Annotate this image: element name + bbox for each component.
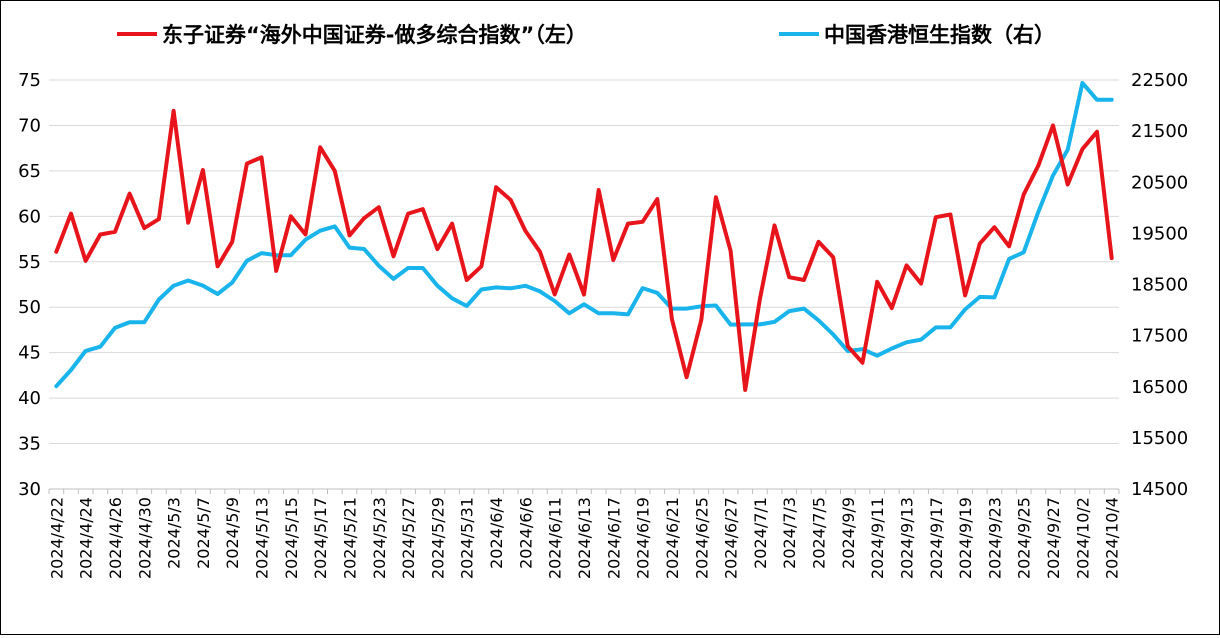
y-right-tick-label: 16500 (1131, 377, 1188, 398)
x-tick-label: 2024/7/5 (810, 497, 829, 569)
x-tick-label: 2024/9/13 (897, 497, 916, 579)
y-left-tick-label: 55 (18, 252, 41, 273)
x-tick-label: 2024/9/23 (985, 497, 1004, 579)
x-tick-label: 2024/5/7 (194, 497, 213, 569)
y-right-tick-label: 22500 (1131, 70, 1188, 91)
left-y-axis: 30 35 40 45 50 55 60 65 70 75 (18, 70, 41, 500)
x-tick-label: 2024/9/11 (868, 497, 887, 579)
y-right-tick-label: 19500 (1131, 223, 1188, 244)
x-tick-label: 2024/6/19 (634, 497, 653, 579)
y-left-tick-label: 65 (18, 161, 41, 182)
x-tick-label: 2024/5/23 (370, 497, 389, 579)
x-tick-label: 2024/6/27 (722, 497, 741, 579)
x-tick-label: 2024/7/1 (751, 497, 770, 569)
x-tick-label: 2024/5/9 (223, 497, 242, 569)
x-tick-label: 2024/4/26 (106, 497, 125, 579)
x-tick-label: 2024/4/24 (77, 497, 96, 579)
x-tick-label: 2024/6/4 (487, 497, 506, 569)
legend-label-left-series: 东子证券“海外中国证券-做多综合指数”（左） (162, 23, 587, 47)
x-axis: 2024/4/22 2024/4/24 2024/4/26 2024/4/30 2024… (47, 488, 1122, 579)
x-tick-label: 2024/6/17 (604, 497, 623, 579)
y-right-tick-label: 21500 (1131, 121, 1188, 142)
x-tick-label: 2024/7/3 (780, 497, 799, 569)
x-tick-label: 2024/5/17 (311, 497, 330, 579)
x-tick-label: 2024/4/30 (135, 497, 154, 579)
x-tick-label: 2024/5/27 (399, 497, 418, 579)
y-right-tick-label: 17500 (1131, 326, 1188, 347)
x-tick-label: 2024/5/29 (428, 497, 447, 579)
x-tick-label: 2024/5/31 (458, 497, 477, 579)
x-tick-label: 2024/6/11 (546, 497, 565, 579)
y-right-tick-label: 18500 (1131, 275, 1188, 296)
y-left-tick-label: 40 (18, 388, 41, 409)
x-tick-label: 2024/9/25 (1015, 497, 1034, 579)
right-y-axis: 14500 15500 16500 17500 18500 19500 20500 21500… (1131, 70, 1188, 500)
x-tick-label: 2024/9/9 (839, 497, 858, 569)
x-tick-label: 2024/5/3 (165, 497, 184, 569)
y-left-tick-label: 60 (18, 206, 41, 227)
y-right-tick-label: 15500 (1131, 428, 1188, 449)
x-tick-label: 2024/6/25 (692, 497, 711, 579)
x-tick-label: 2024/6/6 (516, 497, 535, 569)
y-right-tick-label: 20500 (1131, 172, 1188, 193)
x-tick-label: 2024/10/2 (1073, 497, 1092, 579)
y-left-tick-label: 75 (18, 70, 41, 91)
x-tick-label: 2024/9/19 (956, 497, 975, 579)
series-line-right (54, 80, 1114, 389)
x-tick-label: 2024/10/4 (1103, 497, 1122, 579)
y-left-tick-label: 35 (18, 434, 41, 455)
y-left-tick-label: 30 (18, 479, 41, 500)
x-tick-label: 2024/5/15 (282, 497, 301, 579)
y-left-tick-label: 70 (18, 115, 41, 136)
gridlines (49, 79, 1119, 490)
x-tick-label: 2024/9/17 (927, 497, 946, 579)
series-lines (54, 80, 1114, 392)
x-tick-label: 2024/6/13 (575, 497, 594, 579)
y-right-tick-label: 14500 (1131, 479, 1188, 500)
series-line-left (54, 108, 1114, 392)
x-tick-label: 2024/6/21 (663, 497, 682, 579)
y-left-tick-label: 45 (18, 343, 41, 364)
x-tick-label: 2024/5/21 (340, 497, 359, 579)
x-tick-label: 2024/4/22 (47, 497, 66, 579)
legend-label-right-series: 中国香港恒生指数（右） (824, 23, 1055, 47)
x-tick-label: 2024/9/27 (1044, 497, 1063, 579)
x-tick-label: 2024/5/13 (253, 497, 272, 579)
y-left-tick-label: 50 (18, 297, 41, 318)
legend: 东子证券“海外中国证券-做多综合指数”（左） 中国香港恒生指数（右） (117, 23, 1055, 47)
